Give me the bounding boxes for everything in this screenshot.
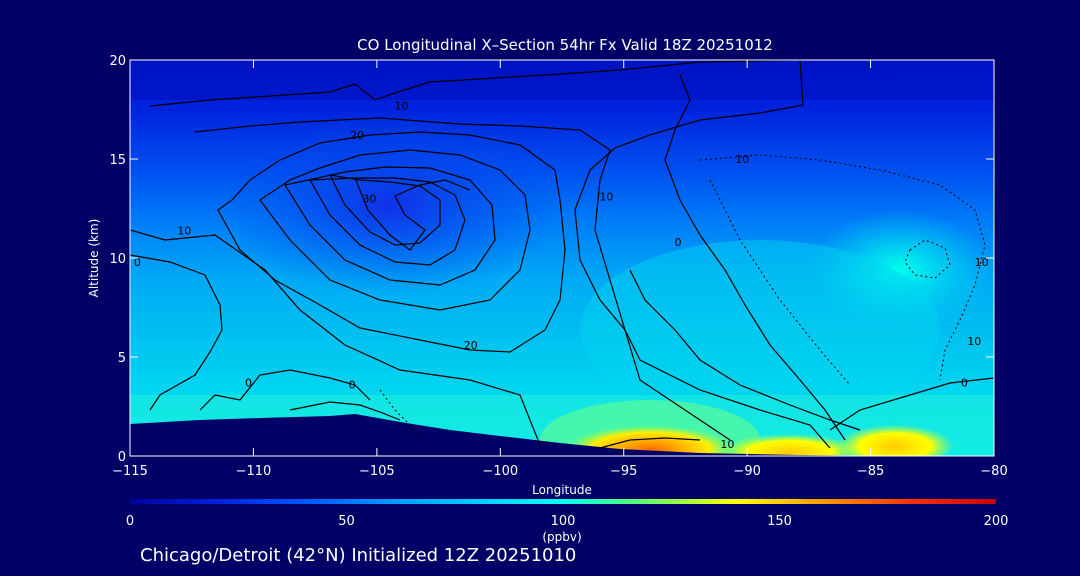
negative-contour-line <box>699 154 986 381</box>
high-co-region-east <box>835 420 955 456</box>
x-tick-label: −110 <box>236 464 272 479</box>
y-axis: 0 5 10 15 20 <box>109 54 994 465</box>
contour-line <box>259 149 531 311</box>
colorbar-tick-label: 50 <box>338 514 355 529</box>
contour-line <box>130 229 541 446</box>
x-tick-label: −80 <box>980 464 1007 479</box>
colorbar-tick-label: 150 <box>767 514 792 529</box>
x-tick-label: −90 <box>733 464 760 479</box>
colorbar <box>130 499 996 504</box>
y-axis-label: Altitude (km) <box>87 219 101 298</box>
contour-line <box>289 401 401 421</box>
contour-label: 0 <box>134 256 141 269</box>
contour-label: 0 <box>245 377 252 390</box>
colorbar-tick-label: 0 <box>126 514 134 529</box>
contour-line <box>308 177 466 266</box>
x-axis: −115 −110 −105 −100 −95 −90 −85 −80 <box>112 60 1008 479</box>
contour-labels: 10 20 30 10 0 20 0 0 10 0 10 10 10 0 10 <box>134 100 989 452</box>
x-tick-label: −105 <box>359 464 395 479</box>
contour-label: 30 <box>362 193 376 206</box>
colorbar-unit: (ppbv) <box>542 530 581 544</box>
y-tick-label: 15 <box>109 153 126 168</box>
contour-label: 10 <box>975 256 989 269</box>
contour-label: 10 <box>395 100 409 113</box>
negative-contour-line <box>379 389 421 441</box>
contour-label: 10 <box>967 335 981 348</box>
contour-lines <box>130 60 994 449</box>
contour-line <box>284 166 496 286</box>
y-tick-label: 10 <box>109 252 126 267</box>
contour-line <box>194 117 731 441</box>
negative-contour-line <box>904 239 951 279</box>
colorbar-axis: 0 50 100 150 200 <box>126 514 1009 529</box>
contour-line <box>829 377 994 431</box>
x-tick-label: −95 <box>610 464 637 479</box>
contour-label: 20 <box>464 339 478 352</box>
terrain <box>130 414 994 456</box>
contour-label: 10 <box>177 224 191 237</box>
contour-label: 10 <box>735 153 749 166</box>
x-tick-label: −115 <box>112 464 148 479</box>
contour-line <box>354 177 471 251</box>
contour-line <box>130 254 223 411</box>
high-co-region-mid <box>720 430 860 456</box>
colorbar-tick-label: 200 <box>984 514 1009 529</box>
high-cyan-region-right <box>810 210 990 330</box>
contour-label: 0 <box>675 236 682 249</box>
contour-label: 20 <box>350 129 364 142</box>
contour-label: 10 <box>720 438 734 451</box>
contour-line <box>629 269 861 431</box>
contour-line <box>199 369 371 411</box>
y-tick-label: 5 <box>118 351 126 366</box>
x-axis-label: Longitude <box>532 483 592 497</box>
contour-label: 0 <box>349 379 356 392</box>
x-tick-label: −100 <box>482 464 518 479</box>
contour-label: 10 <box>599 191 613 204</box>
contour-line <box>599 437 701 449</box>
y-tick-label: 20 <box>109 54 126 69</box>
contour-label: 0 <box>961 377 968 390</box>
negative-contour-lines <box>379 154 986 441</box>
plot-area: 10 20 30 10 0 20 0 0 10 0 10 10 10 0 10 <box>130 60 994 456</box>
contour-line <box>149 60 831 449</box>
contour-line <box>328 174 441 246</box>
contour-line <box>664 74 846 441</box>
low-co-region <box>220 115 560 295</box>
x-tick-label: −85 <box>857 464 884 479</box>
contour-line <box>217 131 566 353</box>
y-tick-label: 0 <box>118 450 126 465</box>
chart-title: CO Longitudinal X–Section 54hr Fx Valid … <box>357 36 773 54</box>
footer-text: Chicago/Detroit (42°N) Initialized 12Z 2… <box>140 545 576 566</box>
colorbar-tick-label: 100 <box>551 514 576 529</box>
upper-low-band <box>130 60 994 100</box>
high-co-region-west <box>565 420 735 456</box>
